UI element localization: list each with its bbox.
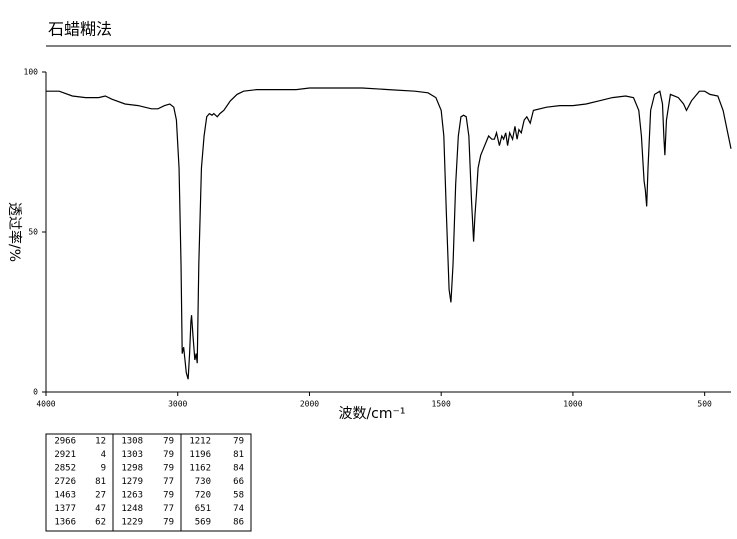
table-cell: 1377 bbox=[54, 504, 76, 514]
table-cell: 79 bbox=[163, 464, 174, 474]
x-tick-label: 1000 bbox=[563, 400, 582, 409]
table-cell: 1463 bbox=[54, 491, 76, 501]
x-tick-label: 3000 bbox=[168, 400, 187, 409]
table-cell: 2921 bbox=[54, 450, 76, 460]
table-cell: 2726 bbox=[54, 477, 76, 487]
table-cell: 1263 bbox=[121, 491, 143, 501]
table-cell: 720 bbox=[195, 491, 211, 501]
y-tick-label: 50 bbox=[28, 228, 38, 237]
x-axis-label: 波数/cm⁻¹ bbox=[338, 406, 405, 422]
table-cell: 1303 bbox=[121, 450, 143, 460]
table-cell: 79 bbox=[233, 437, 244, 447]
table-cell: 27 bbox=[95, 491, 106, 501]
table-cell: 58 bbox=[233, 491, 244, 501]
table-cell: 1308 bbox=[121, 437, 143, 447]
table-cell: 77 bbox=[163, 477, 174, 487]
table-cell: 4 bbox=[101, 450, 106, 460]
table-cell: 66 bbox=[233, 477, 244, 487]
table-cell: 79 bbox=[163, 518, 174, 528]
table-cell: 62 bbox=[95, 518, 106, 528]
table-cell: 79 bbox=[163, 450, 174, 460]
table-cell: 569 bbox=[195, 518, 211, 528]
x-tick-label: 4000 bbox=[36, 400, 55, 409]
table-cell: 730 bbox=[195, 477, 211, 487]
y-tick-label: 0 bbox=[33, 388, 38, 397]
table-cell: 1279 bbox=[121, 477, 143, 487]
y-axis-label: 透过率/% bbox=[6, 202, 23, 262]
peak-table bbox=[45, 433, 252, 532]
table-cell: 81 bbox=[95, 477, 106, 487]
table-cell: 12 bbox=[95, 437, 106, 447]
table-cell: 86 bbox=[233, 518, 244, 528]
table-cell: 2852 bbox=[54, 464, 76, 474]
x-tick-label: 1500 bbox=[432, 400, 451, 409]
table-cell: 84 bbox=[233, 464, 244, 474]
table-cell: 2966 bbox=[54, 437, 76, 447]
table-cell: 77 bbox=[163, 504, 174, 514]
table-cell: 81 bbox=[233, 450, 244, 460]
table-cell: 79 bbox=[163, 437, 174, 447]
x-tick-label: 2000 bbox=[300, 400, 319, 409]
table-cell: 1248 bbox=[121, 504, 143, 514]
table-cell: 47 bbox=[95, 504, 106, 514]
chart-title: 石蜡糊法 bbox=[48, 20, 112, 39]
table-cell: 651 bbox=[195, 504, 211, 514]
y-tick-label: 100 bbox=[24, 68, 39, 77]
x-tick-label: 500 bbox=[697, 400, 712, 409]
table-cell: 1196 bbox=[189, 450, 211, 460]
table-cell: 9 bbox=[101, 464, 106, 474]
spectrum-line bbox=[46, 87, 732, 380]
table-cell: 1229 bbox=[121, 518, 143, 528]
table-cell: 1366 bbox=[54, 518, 76, 528]
table-cell: 74 bbox=[233, 504, 244, 514]
table-cell: 1298 bbox=[121, 464, 143, 474]
table-cell: 79 bbox=[163, 491, 174, 501]
table-cell: 1162 bbox=[189, 464, 211, 474]
table-cell: 1212 bbox=[189, 437, 211, 447]
